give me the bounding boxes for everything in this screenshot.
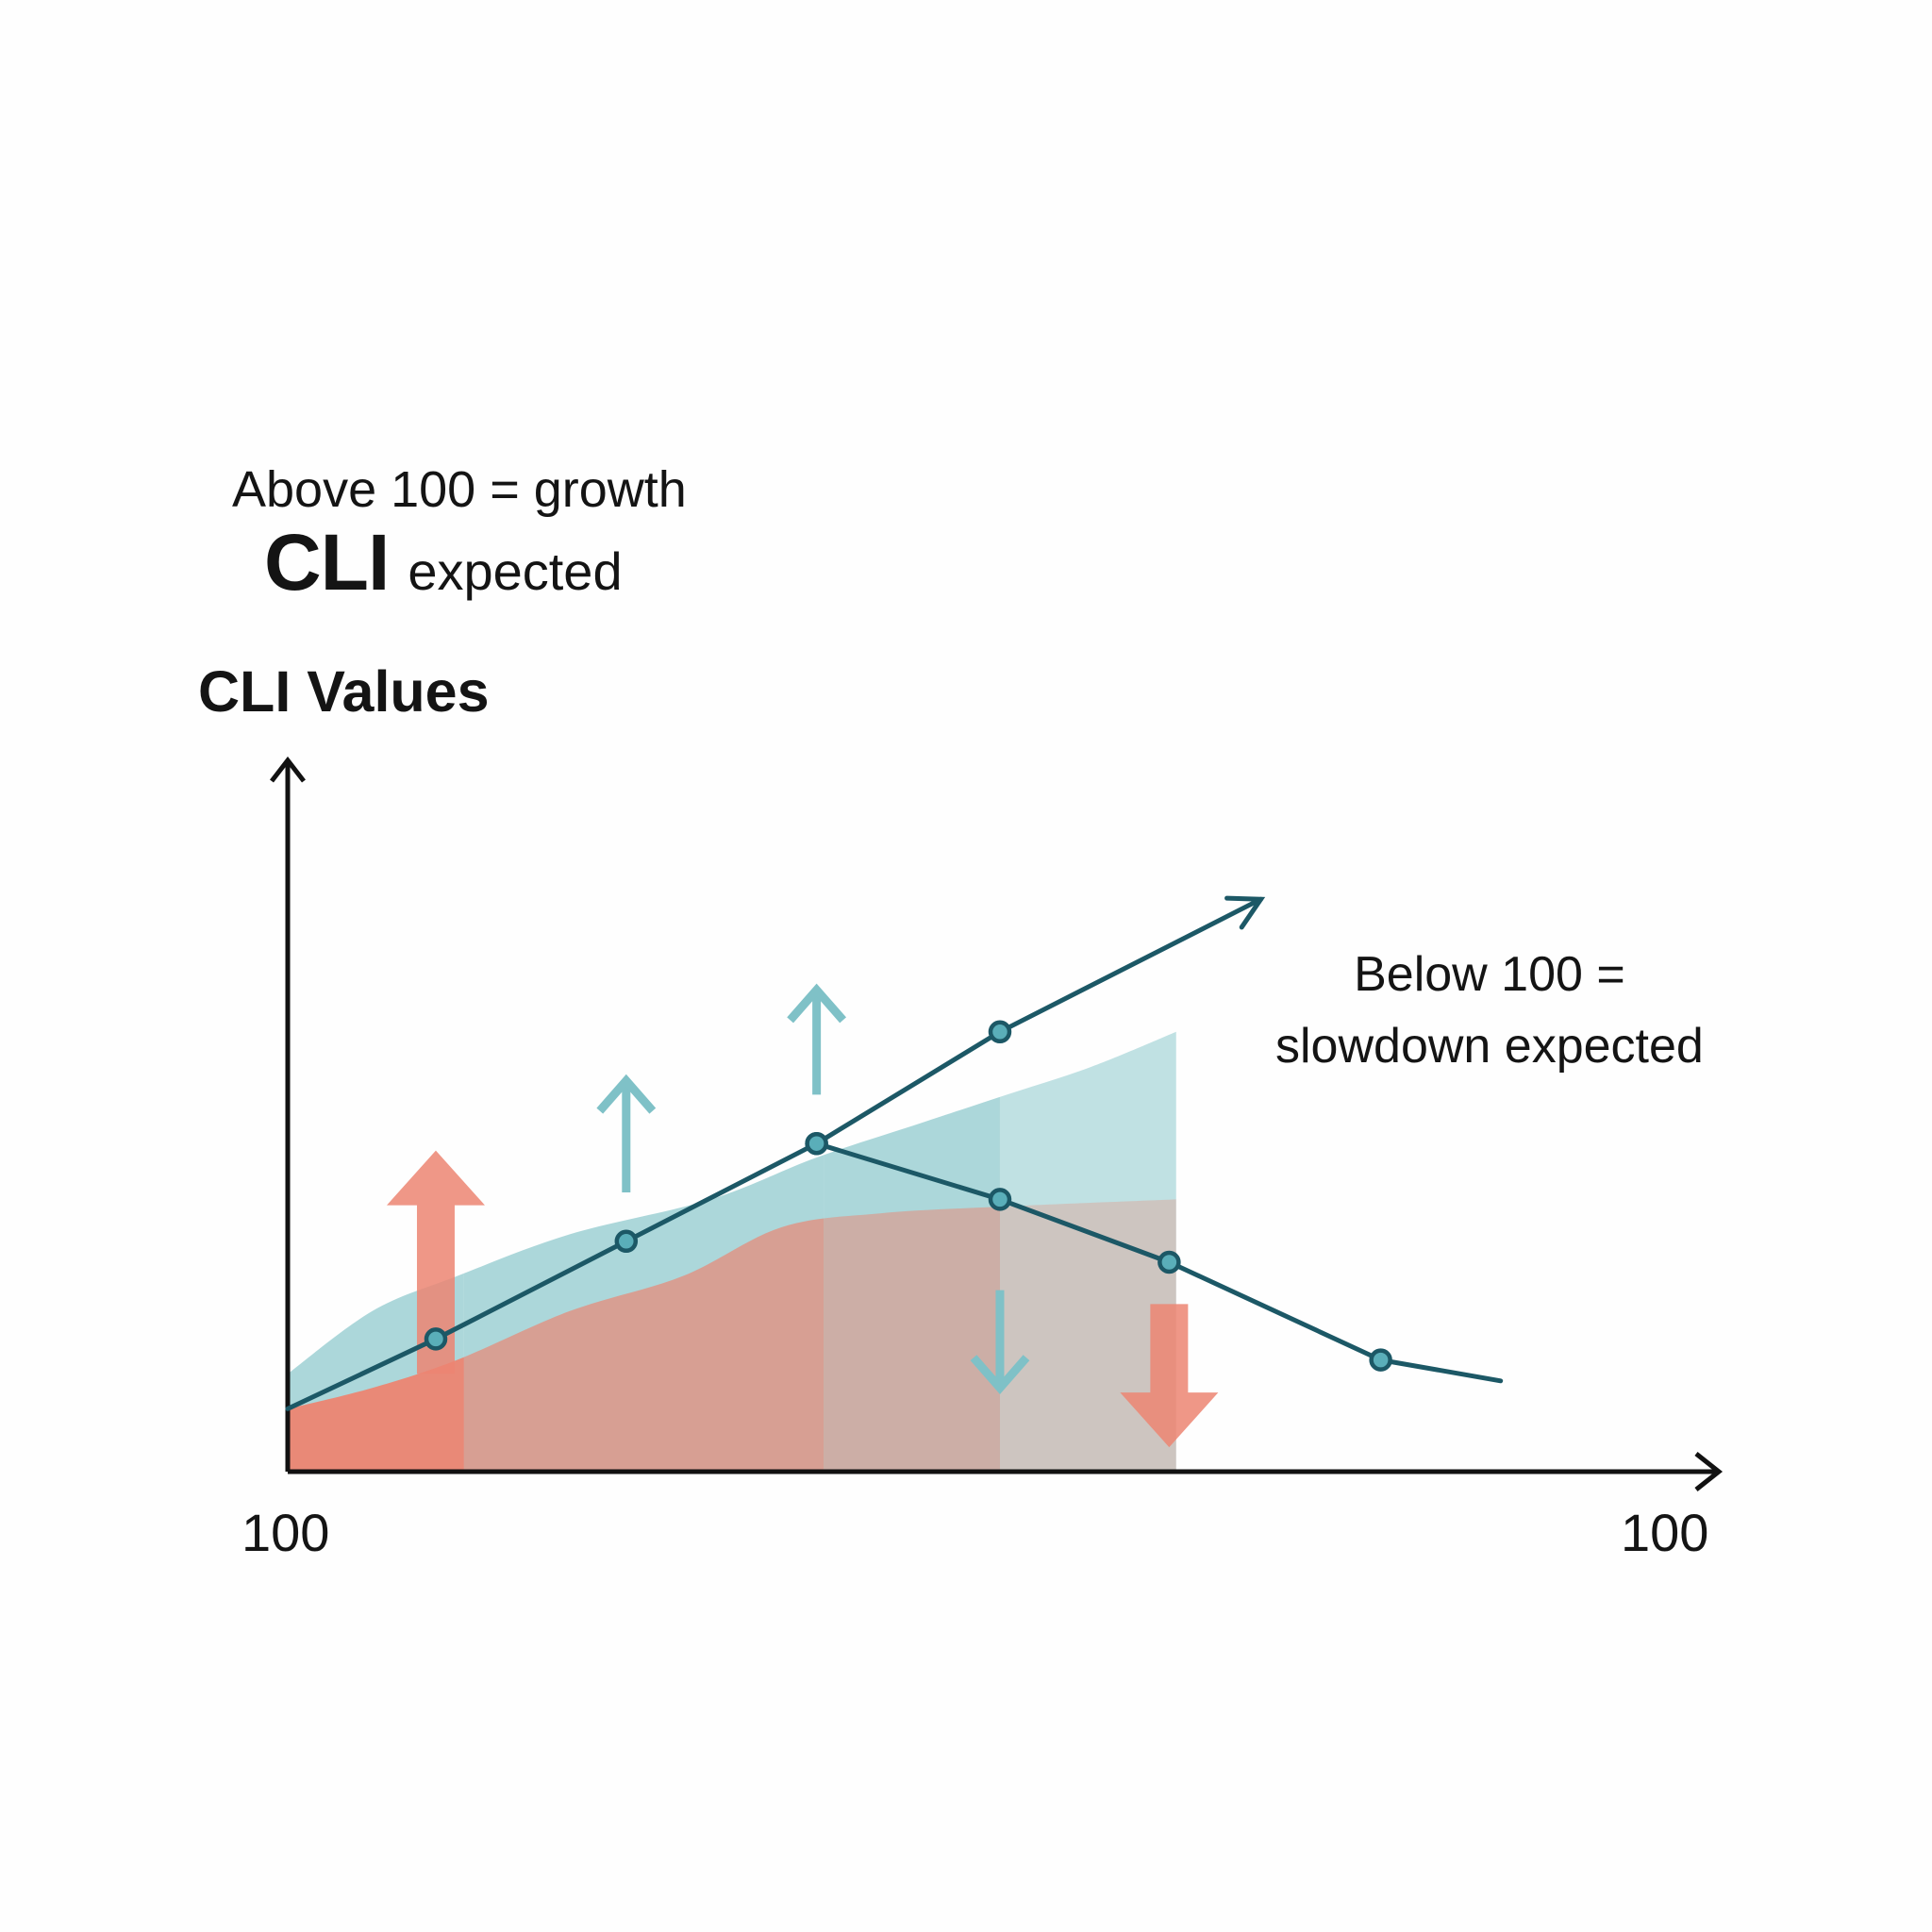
x-axis-arrowhead (1694, 1452, 1724, 1491)
slowdown-annotation: Below 100 = slowdown expected (1275, 939, 1704, 1082)
x-tick-label-right: 100 (1621, 1503, 1709, 1562)
down-arrow-icon (970, 1290, 1030, 1395)
up-arrow-icon (787, 983, 847, 1095)
data-point (1369, 1348, 1392, 1372)
series-line-1 (285, 896, 1264, 1411)
data-point (1158, 1250, 1181, 1274)
data-point (988, 1188, 1012, 1211)
up-arrow-icon (596, 1074, 657, 1192)
y-axis-arrowhead (270, 756, 306, 783)
data-point (614, 1229, 639, 1254)
salmon-band-segment (999, 1199, 1176, 1472)
series-arrowhead (1224, 895, 1266, 930)
growth-annotation: Above 100 = growth (232, 461, 687, 518)
data-point (988, 1020, 1012, 1044)
indicator-arrows-layer (386, 983, 1219, 1448)
slowdown-annotation-line1: Below 100 = (1354, 947, 1625, 1002)
data-point (805, 1131, 828, 1156)
arrow-head (787, 983, 847, 1024)
up-arrow-icon (386, 1150, 485, 1374)
data-point (424, 1327, 448, 1351)
axes-layer (270, 756, 1724, 1491)
markers-layer (424, 1020, 1392, 1372)
cli-expected-text: expected (408, 541, 623, 601)
salmon-band-segment (824, 1199, 1000, 1472)
x-tick-label-left: 100 (242, 1503, 330, 1562)
arrow-head (970, 1355, 1030, 1395)
cli-title: CLI (264, 518, 390, 607)
arrow-head (596, 1074, 657, 1114)
slowdown-annotation-line2: slowdown expected (1275, 1019, 1704, 1074)
y-axis-label: CLI Values (198, 659, 490, 724)
down-arrow-icon (1120, 1304, 1219, 1448)
cli-heading: CLI expected (264, 517, 623, 608)
